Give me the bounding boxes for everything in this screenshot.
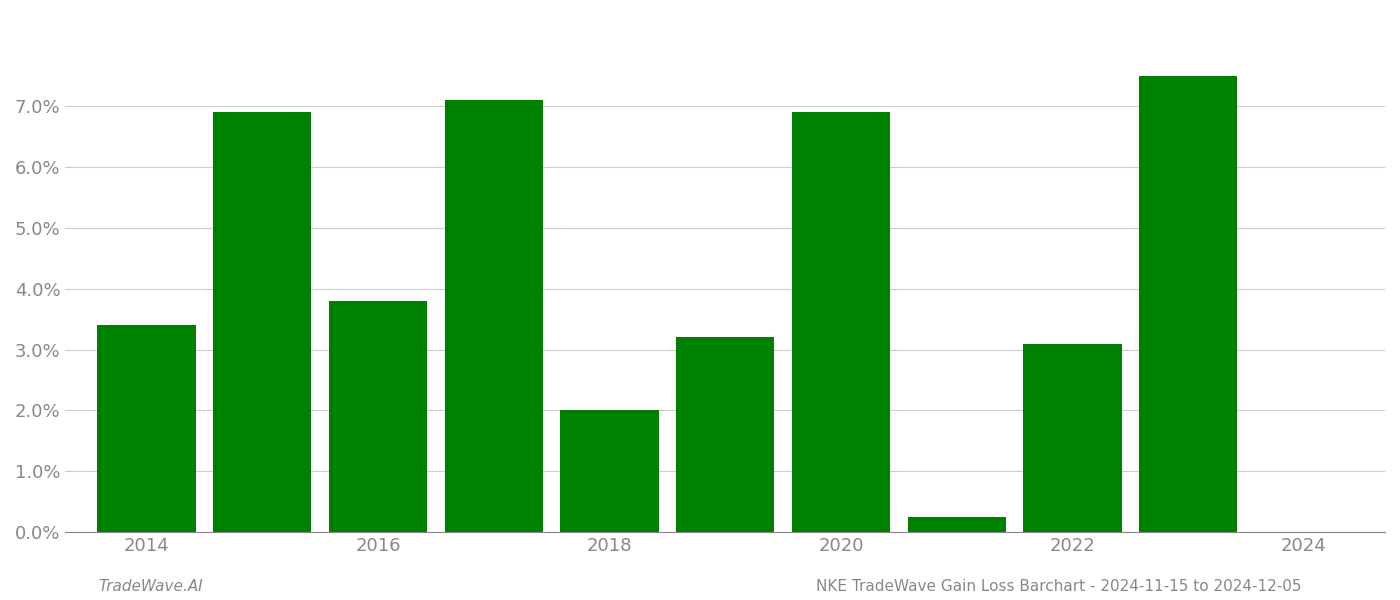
Bar <box>676 337 774 532</box>
Bar <box>213 112 311 532</box>
Bar <box>560 410 658 532</box>
Bar <box>907 517 1007 532</box>
Bar <box>445 100 543 532</box>
Text: NKE TradeWave Gain Loss Barchart - 2024-11-15 to 2024-12-05: NKE TradeWave Gain Loss Barchart - 2024-… <box>816 579 1302 594</box>
Bar <box>1140 76 1238 532</box>
Bar <box>329 301 427 532</box>
Bar <box>792 112 890 532</box>
Bar <box>1023 344 1121 532</box>
Text: TradeWave.AI: TradeWave.AI <box>98 579 203 594</box>
Bar <box>98 325 196 532</box>
